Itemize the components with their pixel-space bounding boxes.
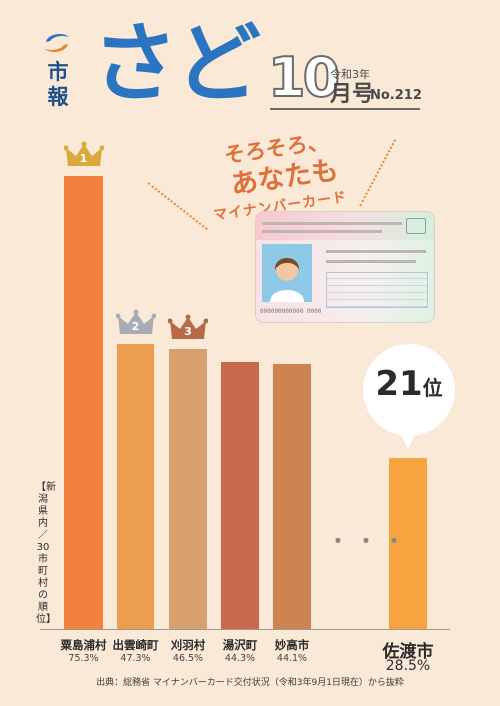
magazine-title: さど xyxy=(92,14,261,114)
publisher-label: 市報 xyxy=(47,60,69,109)
category-label: 粟島浦村 xyxy=(60,638,107,652)
highlight-value-label: 28.5% xyxy=(385,658,431,674)
crown-icon xyxy=(168,314,208,340)
card-number: 000000000000 0000 xyxy=(260,308,322,315)
highlight-category-label: 佐渡市 xyxy=(382,642,434,662)
promo-dotline-left xyxy=(147,182,208,230)
card-chip-icon xyxy=(406,218,426,234)
rank-suffix: 位 xyxy=(422,376,443,400)
category-label: 妙高市 xyxy=(274,638,310,652)
rank-text: 21位 xyxy=(363,364,455,404)
crown-rank: 3 xyxy=(184,325,192,339)
issue-number: No.212 xyxy=(370,88,422,103)
rank-value: 21 xyxy=(375,364,423,404)
crown-rank: 1 xyxy=(79,152,88,165)
mynumber-card-illustration: 000000000000 0000 xyxy=(256,212,434,322)
header-rule xyxy=(270,108,420,110)
card-line xyxy=(326,260,416,263)
bar-6 xyxy=(389,457,427,629)
source-note: 出典：総務省 マイナンバーカード交付状況（令和3年9月1日現在）から抜粋 xyxy=(96,678,404,688)
chart-baseline xyxy=(40,629,450,630)
era-label: 令和3年 xyxy=(330,68,370,81)
promo-dotline-right xyxy=(359,139,397,207)
bar-3 xyxy=(169,349,207,629)
bar-2 xyxy=(117,344,154,629)
value-label: 44.1% xyxy=(276,653,308,664)
card-info-grid xyxy=(326,272,428,308)
crown-icon xyxy=(63,141,104,166)
rank-bubble xyxy=(363,344,455,436)
person-icon xyxy=(270,258,304,302)
value-label: 47.3% xyxy=(120,653,151,664)
bar-4 xyxy=(221,362,259,629)
crown-rank: 2 xyxy=(131,320,140,334)
card-photo xyxy=(262,244,312,302)
ellipsis-dots: ・・・ xyxy=(328,529,412,553)
category-label: 出雲崎町 xyxy=(112,638,159,652)
rank-bubble-tail xyxy=(398,430,418,448)
card-top-band xyxy=(256,212,434,240)
month-number: 10 xyxy=(267,46,341,109)
crown-icon xyxy=(115,309,156,335)
card-line xyxy=(262,222,402,225)
value-label: 44.3% xyxy=(224,653,256,664)
city-logo-icon xyxy=(45,34,69,52)
bar-1 xyxy=(64,176,103,629)
card-line xyxy=(326,250,426,253)
chart-axis-label: 【新潟県内／30市町村の順位】 xyxy=(36,482,56,625)
card-line xyxy=(262,230,382,233)
value-label: 46.5% xyxy=(172,653,204,664)
value-label: 75.3% xyxy=(68,653,99,664)
bar-5 xyxy=(273,363,311,629)
category-label: 湯沢町 xyxy=(222,638,258,652)
category-label: 刈羽村 xyxy=(170,638,206,652)
month-suffix: 月号 xyxy=(330,82,375,107)
